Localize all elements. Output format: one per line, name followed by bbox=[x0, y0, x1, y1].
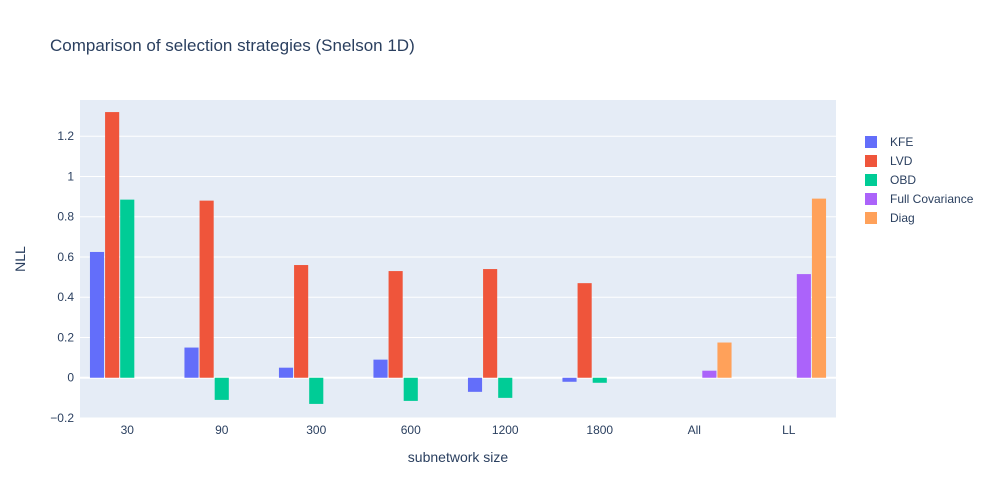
bar bbox=[483, 269, 498, 378]
bar bbox=[796, 274, 811, 378]
y-tick-label: 1.2 bbox=[57, 129, 74, 143]
bar bbox=[89, 251, 105, 378]
bar bbox=[214, 377, 229, 400]
chart-title: Comparison of selection strategies (Snel… bbox=[50, 36, 415, 55]
x-tick-label: 1800 bbox=[586, 423, 613, 437]
legend-swatch[interactable] bbox=[865, 174, 877, 186]
legend-label[interactable]: Full Covariance bbox=[890, 192, 974, 206]
legend-swatch[interactable] bbox=[865, 155, 877, 167]
legend-label[interactable]: Diag bbox=[890, 211, 915, 225]
bar bbox=[199, 200, 214, 378]
bar bbox=[294, 265, 309, 378]
x-tick-label: 90 bbox=[215, 423, 229, 437]
x-tick-label: LL bbox=[782, 423, 796, 437]
bar bbox=[388, 271, 403, 378]
bar bbox=[702, 370, 717, 378]
bar bbox=[105, 112, 120, 378]
x-axis-title: subnetwork size bbox=[408, 449, 509, 465]
legend-swatch[interactable] bbox=[865, 212, 877, 224]
bar bbox=[811, 198, 827, 378]
y-tick-label: 0.8 bbox=[57, 210, 74, 224]
legend-swatch[interactable] bbox=[865, 136, 877, 148]
y-tick-label: −0.2 bbox=[50, 411, 74, 425]
x-tick-label: 1200 bbox=[492, 423, 519, 437]
legend-label[interactable]: OBD bbox=[890, 173, 916, 187]
bar bbox=[592, 377, 607, 383]
y-axis-title: NLL bbox=[12, 246, 28, 272]
y-tick-label: 0.6 bbox=[57, 250, 74, 264]
x-tick-label: 30 bbox=[121, 423, 135, 437]
bar bbox=[467, 377, 483, 392]
legend-label[interactable]: LVD bbox=[890, 154, 913, 168]
bar bbox=[717, 342, 732, 378]
legend: KFE LVD OBD Full Covariance Diag bbox=[865, 135, 974, 225]
bar bbox=[498, 377, 513, 398]
bar bbox=[403, 377, 418, 401]
bar bbox=[577, 283, 592, 378]
legend-swatch[interactable] bbox=[865, 193, 877, 205]
bar bbox=[373, 359, 388, 378]
bar bbox=[278, 367, 294, 378]
y-tick-label: 0 bbox=[67, 371, 74, 385]
bar bbox=[184, 347, 199, 378]
bar bbox=[562, 377, 577, 382]
y-tick-label: 0.2 bbox=[57, 330, 74, 344]
legend-label[interactable]: KFE bbox=[890, 135, 913, 149]
x-tick-labels: 30 90 300 600 1200 1800 All LL bbox=[121, 423, 796, 437]
y-tick-label: 0.4 bbox=[57, 290, 74, 304]
bar bbox=[309, 377, 324, 404]
bars bbox=[89, 112, 827, 404]
y-tick-labels: −0.2 0 0.2 0.4 0.6 0.8 1 1.2 bbox=[50, 129, 74, 425]
x-tick-label: 600 bbox=[401, 423, 421, 437]
bar bbox=[120, 199, 135, 378]
x-tick-label: All bbox=[688, 423, 701, 437]
y-tick-label: 1 bbox=[67, 169, 74, 183]
x-tick-label: 300 bbox=[306, 423, 326, 437]
